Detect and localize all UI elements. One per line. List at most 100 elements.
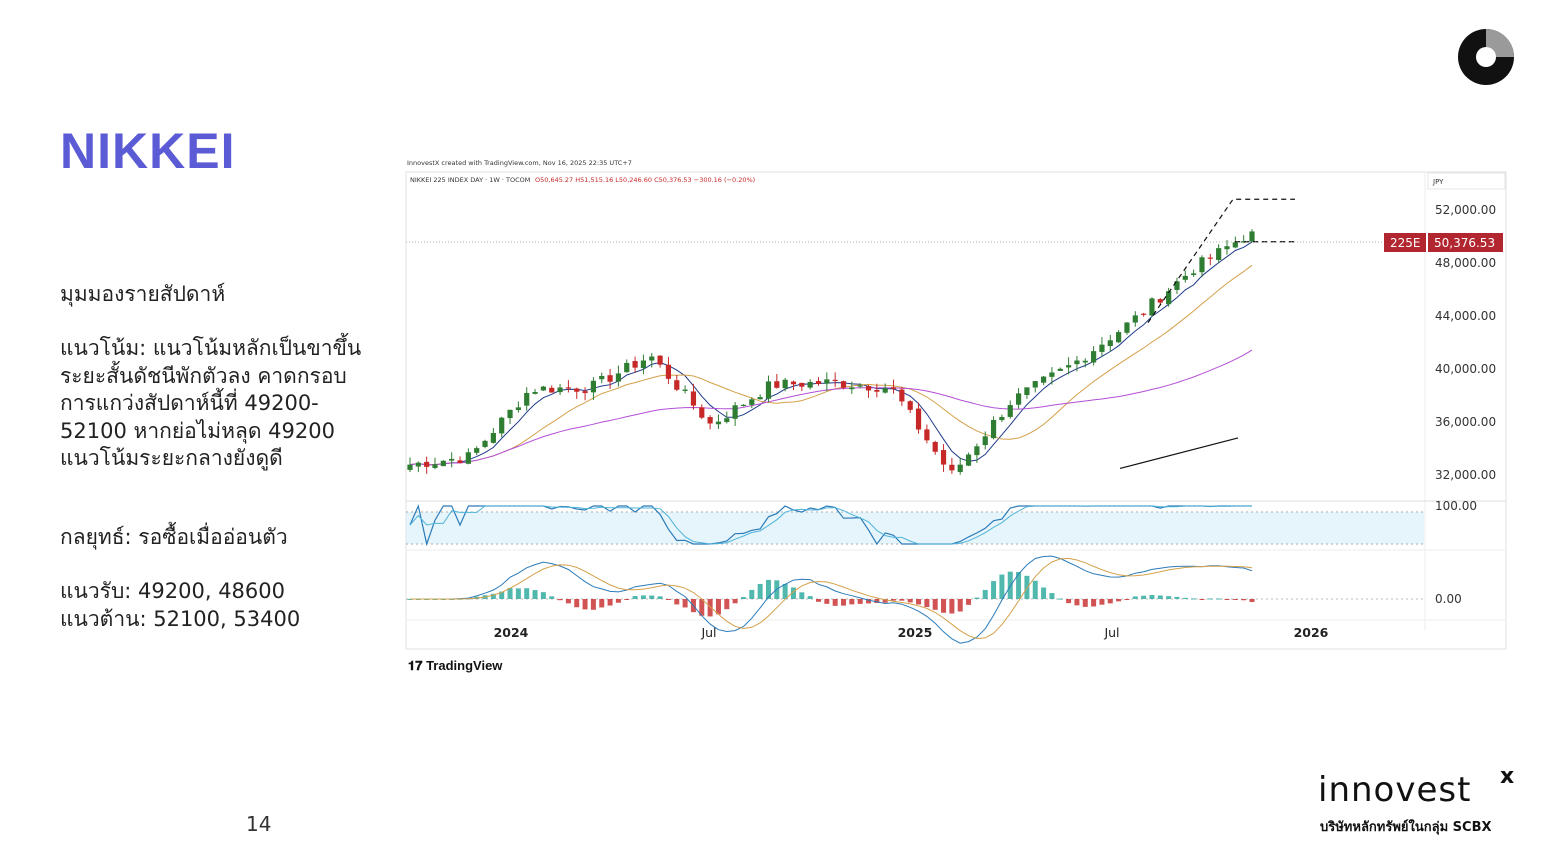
macd-histogram-bar <box>1166 596 1172 599</box>
candle-body <box>1216 248 1222 260</box>
stochastic-d-line <box>409 505 1252 545</box>
candle-body <box>1182 275 1188 280</box>
candle-body <box>1007 405 1013 417</box>
candle-body <box>690 391 697 406</box>
macd-histogram-bar <box>749 589 755 599</box>
tradingview-icon: 𝟏𝟕 <box>408 658 427 673</box>
candle-body <box>765 381 772 399</box>
macd-line <box>410 555 1253 644</box>
candle-body <box>740 404 747 407</box>
candle-body <box>824 379 830 384</box>
candle-body <box>424 461 430 467</box>
brand-name: innovest <box>1318 770 1472 810</box>
candle-body <box>582 391 588 394</box>
macd-histogram-bar <box>991 581 997 599</box>
macd-histogram-bar <box>1249 599 1255 603</box>
candle-body <box>415 462 421 467</box>
macd-histogram-bar <box>657 596 663 599</box>
candle-body <box>915 408 922 430</box>
candle-body <box>532 391 538 394</box>
outlook-heading: มุมมองรายสัปดาห์ <box>60 282 226 306</box>
price-tag-value: 50,376.53 <box>1434 236 1495 250</box>
macd-histogram-bar <box>549 596 555 599</box>
macd-histogram-bar <box>1182 597 1188 599</box>
macd-histogram-bar <box>524 588 530 599</box>
macd-histogram-bar <box>790 587 796 599</box>
macd-histogram-bar <box>507 588 513 599</box>
macd-histogram-bar <box>1157 595 1163 599</box>
trend-line: การแกว่งสัปดาห์นี้ที่ 49200- <box>60 391 319 415</box>
macd-histogram-bar <box>607 599 613 606</box>
candle-body <box>449 458 455 461</box>
macd-histogram-bar <box>540 592 546 599</box>
candle-body <box>990 420 997 439</box>
macd-histogram-bar <box>1049 593 1055 599</box>
candle-body <box>1082 360 1088 363</box>
candle-body <box>982 436 988 446</box>
macd-histogram-bar <box>532 590 538 599</box>
macd-histogram-bar <box>640 595 646 599</box>
candle-body <box>1057 368 1063 371</box>
candle-body <box>682 389 688 391</box>
macd-histogram-bar <box>1091 599 1097 607</box>
macd-histogram-bar <box>966 599 972 605</box>
candle-body <box>1091 351 1097 363</box>
trend-line: แนวโน้มระยะกลางยังดูดี <box>60 446 283 470</box>
macd-histogram-bar <box>907 599 913 603</box>
price-grid: 52,000.00 48,000.00 44,000.00 40,000.00 36,0… <box>1435 203 1496 482</box>
long-ma-line <box>1119 437 1239 470</box>
candle-body <box>515 407 521 410</box>
candle-body <box>932 441 938 452</box>
chart-ohlc: O50,645.27 H51,515.16 L50,246.60 C50,376… <box>535 176 755 184</box>
macd-histogram-bar <box>1199 599 1205 600</box>
macd-histogram-bar <box>665 599 671 600</box>
candle-body <box>699 407 705 418</box>
macd-histogram-bar <box>732 599 738 604</box>
macd-histogram-bar <box>715 599 721 615</box>
macd-histogram-bar <box>866 599 872 604</box>
brand-x-mark: x <box>1500 764 1515 789</box>
candle-body <box>599 375 605 380</box>
candle-body <box>865 386 872 391</box>
candle-body <box>457 460 463 463</box>
macd-histogram-bar <box>1116 599 1122 602</box>
candle-body <box>924 429 930 441</box>
trend-line: 52100 หากย่อไม่หลุด 49200 <box>60 418 335 443</box>
candle-body <box>474 448 480 453</box>
macd-histogram-bar <box>765 579 771 599</box>
macd-histogram-bar <box>1216 598 1222 600</box>
macd-histogram-bar <box>1099 599 1105 605</box>
x-tick-label: 2026 <box>1294 625 1329 640</box>
candle-body <box>1157 299 1163 303</box>
macd-histogram-bar <box>782 583 788 599</box>
nikkei-chart: InnovestX created with TradingView.com, … <box>400 150 1515 680</box>
y-tick-label: 52,000.00 <box>1435 203 1496 217</box>
candle-body <box>1249 231 1255 242</box>
candle-body <box>957 464 963 472</box>
macd-histogram-bar <box>1057 598 1063 600</box>
candle-body <box>607 375 613 382</box>
y-tick-label: 44,000.00 <box>1435 309 1496 323</box>
candle-body <box>1174 281 1180 290</box>
candle-body <box>632 361 638 368</box>
tradingview-logo: 𝟏𝟕 TradingView <box>408 658 503 673</box>
trend-line: แนวโน้ม: แนวโน้มหลักเป็นขาขึ้น <box>60 336 362 360</box>
candle-body <box>482 440 488 447</box>
macd-histogram-bar <box>674 599 680 605</box>
macd-histogram-bar <box>1107 599 1113 604</box>
candle-body <box>899 389 905 402</box>
macd-histogram-bar <box>932 599 938 610</box>
candle-body <box>974 446 980 456</box>
macd-histogram-bar <box>874 599 880 603</box>
candle-body <box>949 464 955 471</box>
candle-body <box>732 405 738 419</box>
candle-body <box>1224 246 1230 250</box>
candle-body <box>649 356 655 361</box>
candle-body <box>524 392 530 406</box>
macd-histogram-bar <box>849 599 855 605</box>
x-tick-label: Jul <box>700 625 716 640</box>
macd-histogram-bar <box>807 596 813 599</box>
macd-histogram-bar <box>1224 599 1230 600</box>
candle-body <box>857 385 863 387</box>
candle-body <box>707 417 713 424</box>
